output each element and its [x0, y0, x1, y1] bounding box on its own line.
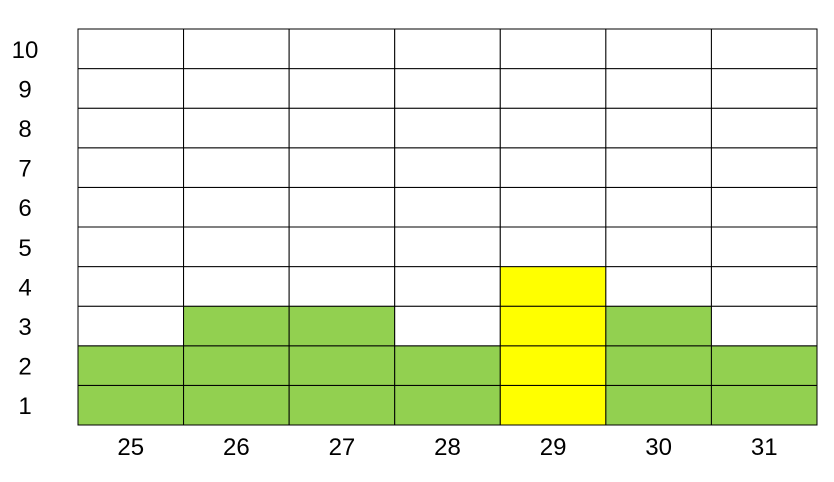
cell-26-4 — [183, 266, 290, 307]
cell-31-9 — [710, 68, 818, 109]
cell-30-3 — [605, 305, 712, 347]
cell-31-6 — [710, 186, 818, 228]
cell-31-4 — [710, 266, 818, 307]
cell-28-5 — [394, 226, 501, 268]
cell-25-8 — [77, 107, 185, 149]
x-tick-label-30: 30 — [645, 434, 672, 461]
x-tick-label-27: 27 — [329, 434, 356, 461]
cell-31-1 — [710, 384, 818, 426]
x-tick-label-25: 25 — [117, 434, 144, 461]
cell-29-4 — [499, 266, 607, 307]
y-tick-label-6: 6 — [18, 195, 31, 222]
cell-25-9 — [77, 68, 185, 109]
cell-26-5 — [183, 226, 290, 268]
y-tick-label-5: 5 — [18, 235, 31, 262]
x-tick-label-29: 29 — [540, 434, 567, 461]
cell-27-1 — [288, 384, 396, 426]
cell-27-2 — [288, 345, 396, 386]
cell-28-1 — [394, 384, 501, 426]
cell-31-8 — [710, 107, 818, 149]
cell-27-4 — [288, 266, 396, 307]
cell-31-10 — [710, 28, 818, 70]
cell-30-6 — [605, 186, 712, 228]
cell-28-6 — [394, 186, 501, 228]
y-axis-tick-labels: 1 2 3 4 5 6 7 8 9 10 — [12, 37, 39, 420]
cell-29-3 — [499, 305, 607, 347]
cell-29-7 — [499, 147, 607, 188]
cell-30-2 — [605, 345, 712, 386]
cell-28-7 — [394, 147, 501, 188]
cell-25-1 — [77, 384, 185, 426]
cell-28-8 — [394, 107, 501, 149]
x-axis-tick-labels: 25 26 27 28 29 30 31 — [117, 434, 777, 461]
cell-26-8 — [183, 107, 290, 149]
cell-26-10 — [183, 28, 290, 70]
cell-29-8 — [499, 107, 607, 149]
cell-29-10 — [499, 28, 607, 70]
cell-29-2 — [499, 345, 607, 386]
y-tick-label-1: 1 — [18, 393, 31, 420]
cell-25-6 — [77, 186, 185, 228]
cell-26-9 — [183, 68, 290, 109]
cell-29-9 — [499, 68, 607, 109]
x-tick-label-26: 26 — [223, 434, 250, 461]
cell-26-7 — [183, 147, 290, 188]
y-tick-label-8: 8 — [18, 116, 31, 143]
cell-31-3 — [710, 305, 818, 347]
cell-26-6 — [183, 186, 290, 228]
y-tick-label-10: 10 — [12, 37, 39, 64]
y-tick-label-9: 9 — [18, 76, 31, 103]
cell-29-6 — [499, 186, 607, 228]
cell-31-7 — [710, 147, 818, 188]
cell-31-2 — [710, 345, 818, 386]
y-tick-label-7: 7 — [18, 156, 31, 183]
cell-30-5 — [605, 226, 712, 268]
cell-30-4 — [605, 266, 712, 307]
y-tick-label-4: 4 — [18, 274, 31, 301]
cell-25-2 — [77, 345, 185, 386]
cell-25-10 — [77, 28, 185, 70]
cell-27-3 — [288, 305, 396, 347]
cell-27-5 — [288, 226, 396, 268]
y-tick-label-3: 3 — [18, 314, 31, 341]
cell-30-7 — [605, 147, 712, 188]
cell-30-8 — [605, 107, 712, 149]
cell-28-2 — [394, 345, 501, 386]
cell-26-2 — [183, 345, 290, 386]
cell-30-9 — [605, 68, 712, 109]
cell-29-5 — [499, 226, 607, 268]
cell-26-3 — [183, 305, 290, 347]
cell-27-8 — [288, 107, 396, 149]
cell-27-6 — [288, 186, 396, 228]
cell-30-1 — [605, 384, 712, 426]
cell-28-10 — [394, 28, 501, 70]
x-tick-label-31: 31 — [751, 434, 778, 461]
cell-28-9 — [394, 68, 501, 109]
cell-28-3 — [394, 305, 501, 347]
cell-25-7 — [77, 147, 185, 188]
cell-28-4 — [394, 266, 501, 307]
cell-31-5 — [710, 226, 818, 268]
cell-25-5 — [77, 226, 185, 268]
cell-25-3 — [77, 305, 185, 347]
x-tick-label-28: 28 — [434, 434, 461, 461]
cell-25-4 — [77, 266, 185, 307]
cell-30-10 — [605, 28, 712, 70]
cell-29-1 — [499, 384, 607, 426]
chart-cells — [77, 28, 818, 426]
cell-26-1 — [183, 384, 290, 426]
cell-27-9 — [288, 68, 396, 109]
cell-27-7 — [288, 147, 396, 188]
y-tick-label-2: 2 — [18, 354, 31, 381]
cell-27-10 — [288, 28, 396, 70]
